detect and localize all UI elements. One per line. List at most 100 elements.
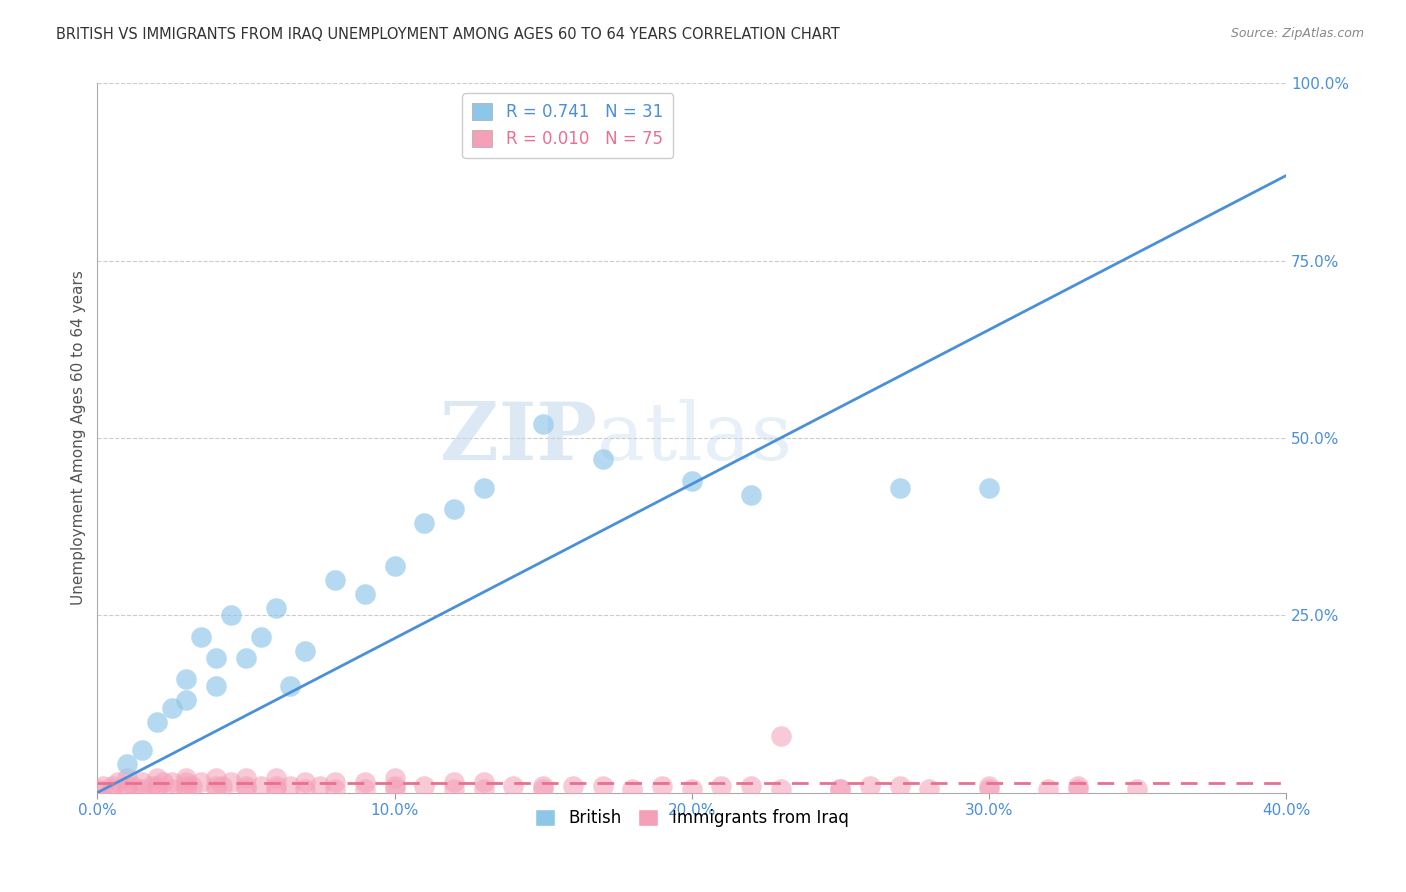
Point <box>502 779 524 793</box>
Point <box>205 679 228 693</box>
Point <box>235 772 257 786</box>
Point <box>561 779 583 793</box>
Point <box>1126 782 1149 797</box>
Point <box>323 573 346 587</box>
Point <box>115 779 138 793</box>
Point <box>443 782 465 797</box>
Point <box>160 700 183 714</box>
Point <box>205 772 228 786</box>
Point <box>131 782 153 797</box>
Point <box>176 693 198 707</box>
Point <box>264 772 287 786</box>
Point <box>1067 779 1090 793</box>
Point <box>152 775 174 789</box>
Point <box>205 651 228 665</box>
Point <box>181 779 204 793</box>
Point <box>131 775 153 789</box>
Y-axis label: Unemployment Among Ages 60 to 64 years: Unemployment Among Ages 60 to 64 years <box>72 270 86 606</box>
Point <box>190 775 212 789</box>
Point <box>91 779 114 793</box>
Point <box>651 779 673 793</box>
Point <box>384 779 406 793</box>
Text: BRITISH VS IMMIGRANTS FROM IRAQ UNEMPLOYMENT AMONG AGES 60 TO 64 YEARS CORRELATI: BRITISH VS IMMIGRANTS FROM IRAQ UNEMPLOY… <box>56 27 839 42</box>
Point <box>176 672 198 686</box>
Point <box>353 782 375 797</box>
Point <box>323 782 346 797</box>
Text: ZIP: ZIP <box>440 399 596 477</box>
Point <box>353 775 375 789</box>
Point <box>740 779 762 793</box>
Point <box>211 779 233 793</box>
Point <box>101 782 124 797</box>
Point <box>977 779 1000 793</box>
Point <box>977 782 1000 797</box>
Point <box>280 779 302 793</box>
Point <box>205 779 228 793</box>
Point <box>190 630 212 644</box>
Point <box>176 779 198 793</box>
Point <box>115 772 138 786</box>
Point <box>769 782 792 797</box>
Point <box>977 481 1000 495</box>
Point <box>107 775 129 789</box>
Point <box>323 775 346 789</box>
Point <box>830 782 852 797</box>
Point <box>264 601 287 615</box>
Point <box>235 782 257 797</box>
Point <box>531 782 554 797</box>
Legend: British, Immigrants from Iraq: British, Immigrants from Iraq <box>529 803 855 834</box>
Point <box>472 775 495 789</box>
Point <box>249 630 271 644</box>
Point <box>531 417 554 431</box>
Point <box>710 779 733 793</box>
Point <box>235 779 257 793</box>
Point <box>264 782 287 797</box>
Point <box>176 772 198 786</box>
Point <box>384 558 406 573</box>
Point <box>146 772 169 786</box>
Point <box>294 775 316 789</box>
Point <box>294 782 316 797</box>
Point <box>353 587 375 601</box>
Point <box>264 779 287 793</box>
Point <box>176 775 198 789</box>
Point <box>219 775 242 789</box>
Point <box>146 779 169 793</box>
Point <box>101 779 124 793</box>
Text: Source: ZipAtlas.com: Source: ZipAtlas.com <box>1230 27 1364 40</box>
Point <box>889 779 911 793</box>
Point <box>830 782 852 797</box>
Point <box>280 679 302 693</box>
Point <box>235 651 257 665</box>
Point <box>86 782 108 797</box>
Point <box>740 488 762 502</box>
Point <box>1067 782 1090 797</box>
Point <box>139 779 162 793</box>
Point <box>176 782 198 797</box>
Point <box>115 782 138 797</box>
Point <box>205 782 228 797</box>
Point <box>443 775 465 789</box>
Point <box>122 779 145 793</box>
Point <box>160 782 183 797</box>
Point <box>413 516 436 530</box>
Point <box>681 474 703 488</box>
Point <box>531 779 554 793</box>
Point <box>249 779 271 793</box>
Point <box>769 729 792 743</box>
Point <box>621 782 644 797</box>
Point <box>918 782 941 797</box>
Point <box>131 743 153 757</box>
Point <box>384 782 406 797</box>
Point <box>592 452 614 467</box>
Point <box>592 779 614 793</box>
Point <box>309 779 332 793</box>
Point <box>472 481 495 495</box>
Point <box>889 481 911 495</box>
Point <box>146 714 169 729</box>
Point <box>146 782 169 797</box>
Point <box>294 644 316 658</box>
Text: atlas: atlas <box>596 399 792 477</box>
Point <box>115 757 138 772</box>
Point <box>443 502 465 516</box>
